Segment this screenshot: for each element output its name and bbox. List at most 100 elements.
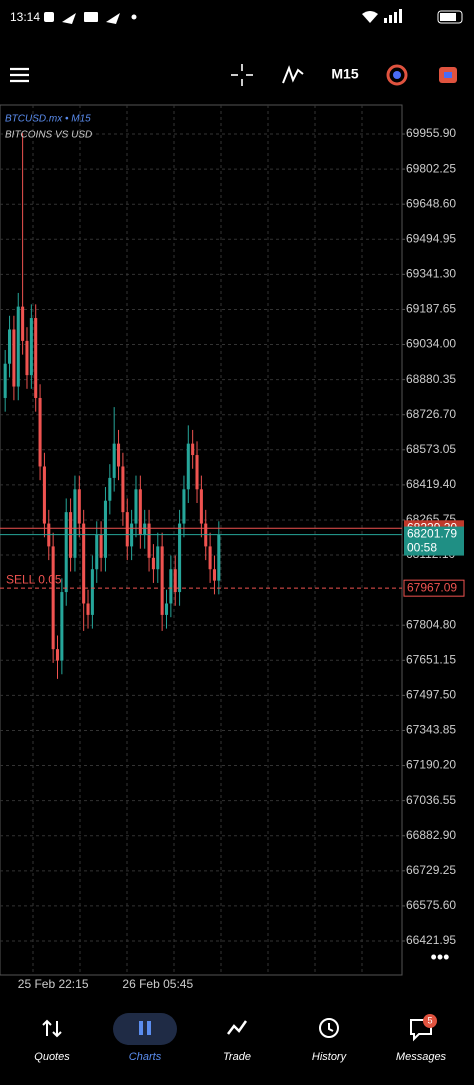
y-tick-label: 69802.25 — [406, 161, 456, 175]
y-tick-label: 68573.05 — [406, 442, 456, 456]
y-tick-label: 67804.80 — [406, 617, 456, 631]
position-label: SELL 0.05 — [6, 572, 62, 586]
icon — [319, 1018, 339, 1038]
y-tick-label: 66729.25 — [406, 863, 456, 877]
candle-body — [95, 534, 99, 570]
candle-body — [199, 489, 203, 524]
icon — [42, 1019, 62, 1038]
candle-body — [182, 489, 186, 524]
x-tick-label: 25 Feb 22:15 — [18, 977, 89, 991]
candle-body — [217, 534, 221, 581]
candle-body — [117, 443, 121, 467]
candle-body — [173, 569, 177, 593]
icon — [44, 12, 54, 22]
candle-body — [3, 363, 7, 398]
battery-level — [440, 13, 456, 21]
icon — [393, 71, 401, 79]
y-tick-label: 66421.95 — [406, 933, 456, 947]
candle-body — [156, 546, 160, 570]
candle-body — [34, 318, 38, 398]
candle-body — [191, 443, 195, 456]
status-time: 13:14 — [10, 10, 40, 24]
candle-body — [90, 569, 94, 615]
candle-body — [186, 443, 190, 490]
active-tab-indicator — [113, 1013, 177, 1045]
bid-timer: 00:58 — [407, 541, 437, 555]
candle-body — [29, 318, 33, 376]
candle-body — [160, 546, 164, 615]
status-icons — [44, 9, 463, 24]
icon — [444, 72, 452, 78]
icon — [328, 1023, 334, 1032]
candle-body — [42, 466, 46, 524]
trade-button[interactable] — [386, 64, 408, 86]
candle-body — [103, 500, 107, 558]
crosshair-button[interactable] — [231, 64, 253, 86]
candle-body — [77, 489, 81, 524]
icon — [139, 1021, 143, 1035]
bid-label: 68201.79 — [407, 527, 457, 541]
badge-count: 5 — [427, 1015, 432, 1025]
y-tick-label: 66882.90 — [406, 828, 456, 842]
icon — [227, 1020, 248, 1035]
nav-tab[interactable]: History — [312, 1018, 348, 1063]
candle-body — [164, 603, 169, 615]
nav-label: Trade — [223, 1051, 251, 1063]
nav-tab[interactable]: Trade — [223, 1020, 251, 1063]
candle-body — [125, 512, 129, 547]
nav-tab[interactable]: Quotes — [34, 1019, 70, 1063]
candle-body — [99, 534, 103, 558]
menu-button[interactable] — [10, 67, 29, 83]
nav-label: Charts — [129, 1051, 162, 1063]
icon — [389, 15, 392, 23]
y-tick-label: 69341.30 — [406, 267, 456, 281]
y-tick-label: 66575.60 — [406, 898, 456, 912]
y-tick-label: 68419.40 — [406, 477, 456, 491]
candle-body — [212, 569, 216, 581]
timeframe-button[interactable]: M15 — [331, 66, 358, 82]
icon — [131, 14, 137, 20]
candle-body — [208, 546, 212, 570]
indicators-button[interactable] — [282, 65, 304, 84]
nav-label: Quotes — [34, 1051, 70, 1063]
candle-body — [151, 557, 155, 570]
y-tick-label: 69187.65 — [406, 302, 456, 316]
nav-tab[interactable]: Charts — [129, 1021, 162, 1063]
chart-frame — [0, 104, 403, 976]
bottom-nav — [0, 1000, 474, 1080]
bid-label-box — [404, 526, 464, 556]
candle-body — [169, 569, 173, 604]
candle-body — [25, 340, 29, 376]
y-tick-label: 67497.50 — [406, 688, 456, 702]
y-tick-label: 67343.85 — [406, 723, 456, 737]
icon — [62, 13, 76, 24]
candle-body — [178, 523, 182, 593]
icon — [384, 18, 387, 23]
y-tick-label: 69648.60 — [406, 196, 456, 210]
nav-label: History — [312, 1051, 348, 1063]
candle-body — [73, 489, 77, 558]
candle-body — [138, 489, 142, 535]
y-tick-label: 68726.70 — [406, 407, 456, 421]
candle-body — [112, 443, 116, 478]
icon — [147, 1021, 151, 1035]
y-tick-label: 69955.90 — [406, 126, 456, 140]
more-button[interactable]: ••• — [431, 947, 450, 967]
symbol-description: BITCOINS VS USD — [5, 130, 92, 141]
icon — [394, 12, 397, 23]
candle-body — [82, 523, 86, 604]
position-price-box — [403, 579, 465, 597]
battery — [437, 10, 463, 24]
nav-items: Quotes Charts Trade History Messages 5 — [34, 1014, 447, 1063]
x-tick-label: 26 Feb 05:45 — [122, 977, 193, 991]
icon — [84, 12, 98, 22]
candle-body — [86, 603, 90, 615]
position-price-label: 67967.09 — [407, 580, 457, 594]
candle-body — [55, 649, 60, 661]
candle-body — [51, 546, 55, 650]
candle-body — [60, 592, 64, 661]
icon — [106, 13, 120, 24]
y-tick-label: 69494.95 — [406, 231, 456, 245]
icon — [362, 11, 378, 23]
